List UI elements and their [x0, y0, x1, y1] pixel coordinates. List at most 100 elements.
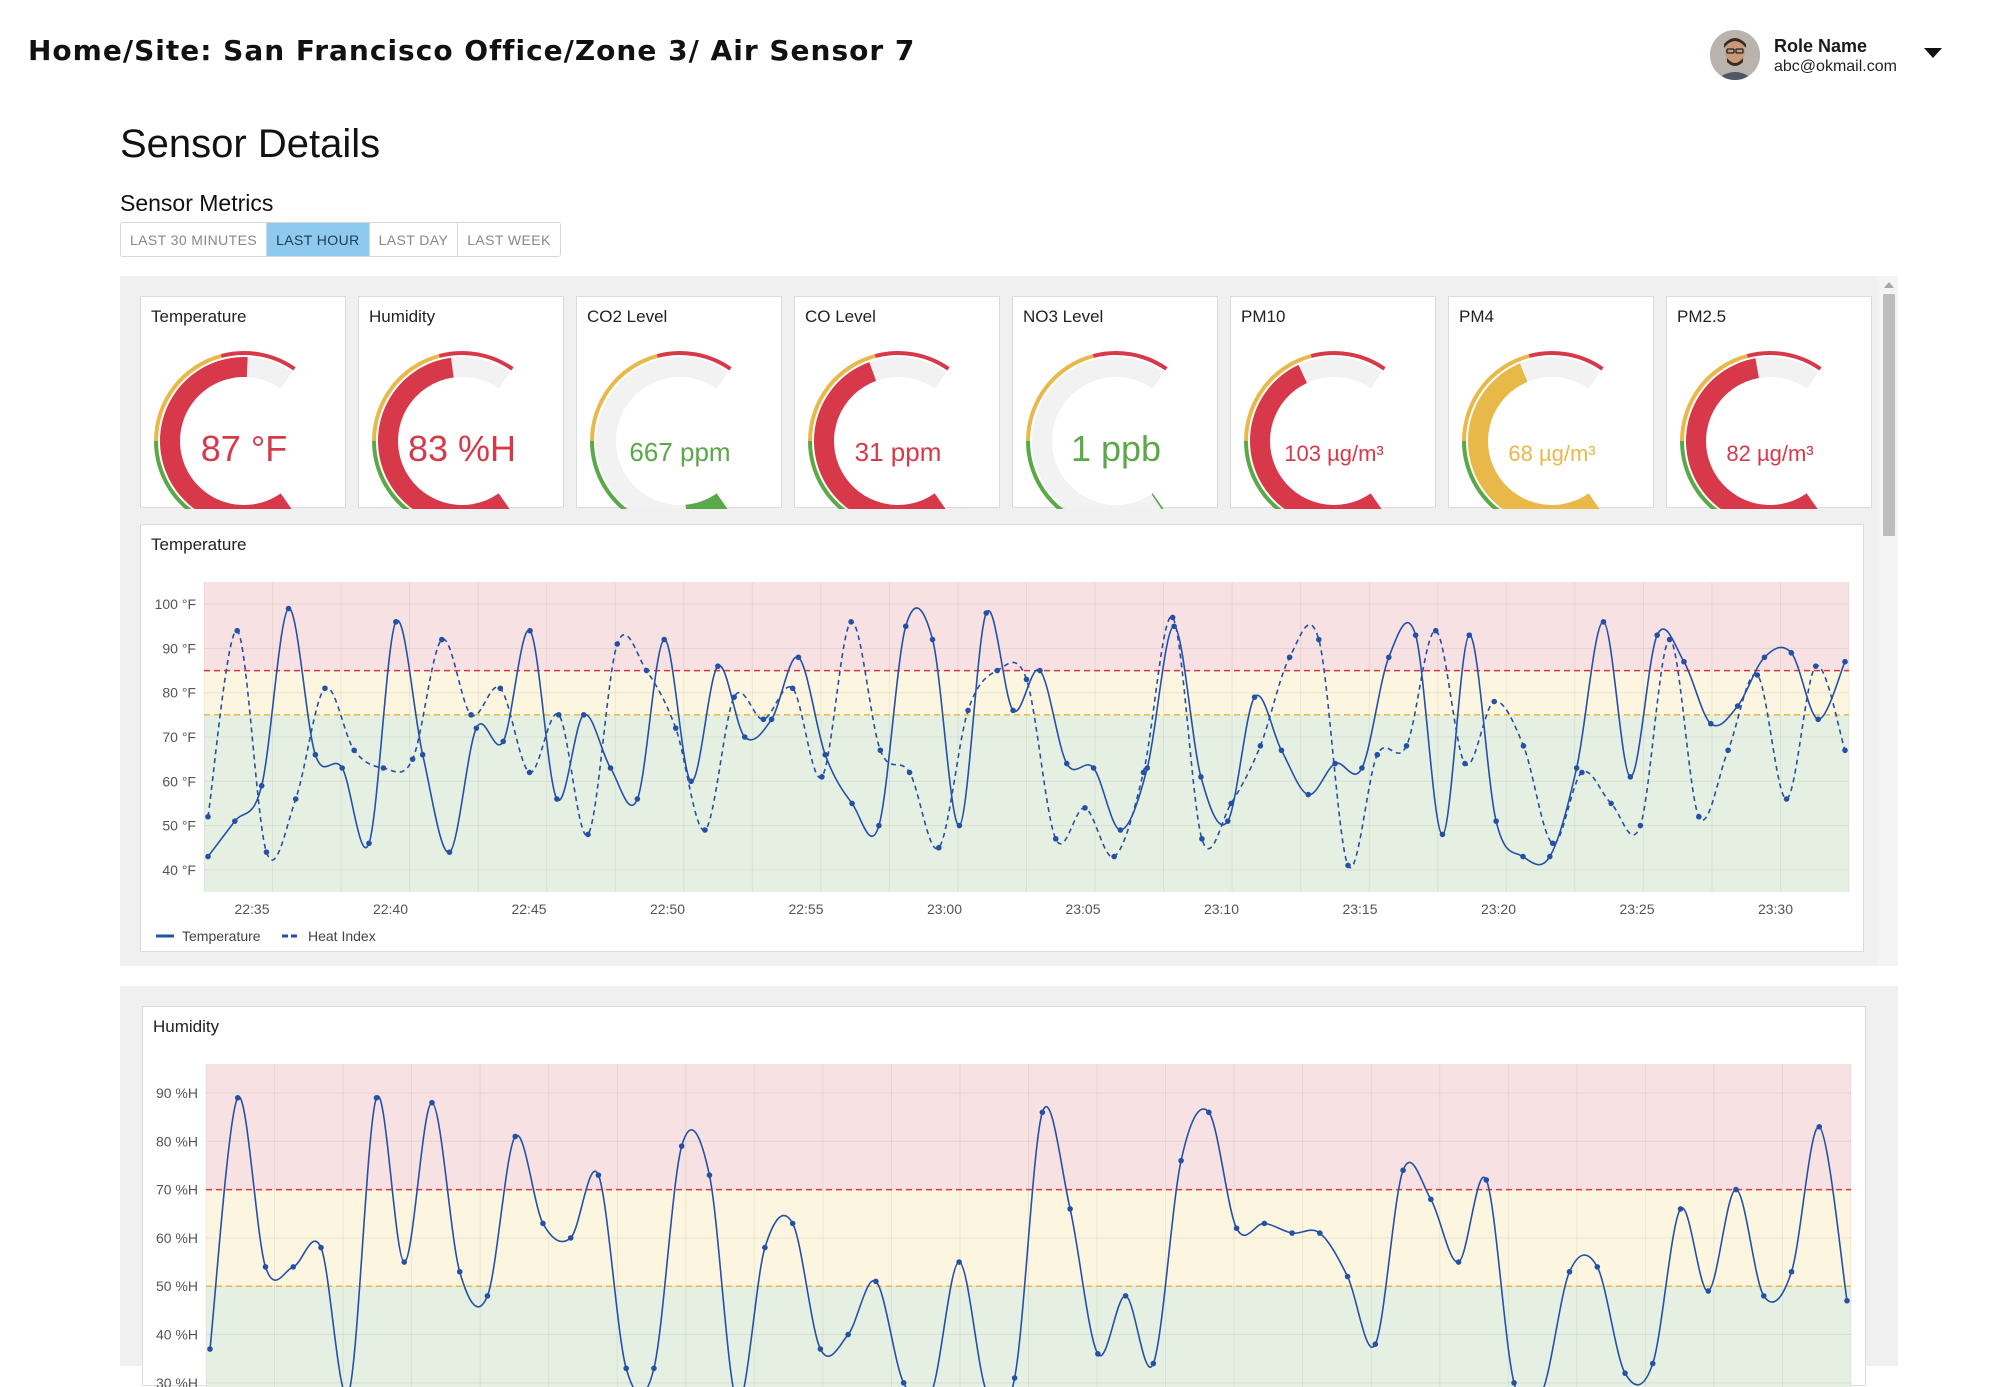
gauge-label: CO2 Level — [587, 307, 668, 326]
data-point — [1228, 800, 1234, 807]
data-point — [929, 636, 936, 643]
y-tick-label: 40 °F — [162, 862, 196, 878]
gauge-card-pm2-5: PM2.5 82 µg/m³ — [1666, 296, 1872, 509]
data-point — [1579, 769, 1585, 776]
data-point — [762, 1244, 768, 1251]
data-point — [1842, 658, 1848, 665]
gauge-band-yellow — [590, 354, 658, 441]
data-point — [1198, 774, 1204, 780]
data-point — [497, 685, 504, 692]
data-point — [994, 667, 1001, 674]
gauge-band-green — [1244, 441, 1282, 509]
gauge-band-yellow — [808, 354, 876, 441]
data-point — [1844, 1297, 1850, 1304]
data-point — [205, 853, 211, 860]
data-point — [500, 738, 506, 745]
data-point — [580, 712, 587, 718]
range-button-last-week[interactable]: LAST WEEK — [458, 223, 560, 256]
data-point — [731, 694, 737, 700]
data-point — [1305, 791, 1312, 798]
gauge-band-green — [1026, 441, 1064, 509]
data-point — [1566, 1268, 1573, 1275]
data-point — [373, 1095, 380, 1101]
gauge-band-red — [438, 351, 514, 371]
gauge-label: Humidity — [369, 307, 436, 326]
data-point — [1023, 676, 1030, 683]
data-point — [1608, 800, 1614, 807]
data-point — [817, 1346, 824, 1352]
avatar[interactable] — [1710, 30, 1760, 80]
range-button-last-hour[interactable]: LAST HOUR — [267, 223, 370, 256]
data-point — [1783, 796, 1790, 802]
data-point — [614, 641, 621, 647]
legend-item-temperature[interactable]: Temperature — [156, 928, 261, 944]
chart-band-red — [206, 1064, 1851, 1190]
data-point — [688, 778, 694, 785]
gauge-value: 87 °F — [201, 428, 287, 469]
data-point — [1788, 650, 1795, 656]
gauge-label: PM4 — [1459, 307, 1494, 326]
data-point — [623, 1365, 629, 1372]
data-point — [1754, 672, 1761, 678]
data-point — [484, 1293, 491, 1299]
data-point — [1432, 627, 1439, 634]
data-point — [1289, 1230, 1295, 1236]
data-point — [1171, 623, 1177, 630]
data-point — [234, 627, 241, 634]
scrollbar-thumb[interactable] — [1883, 294, 1895, 536]
x-tick-label: 22:55 — [788, 901, 823, 917]
user-email: abc@okmail.com — [1774, 58, 1897, 75]
data-point — [634, 796, 641, 802]
x-tick-label: 23:00 — [927, 901, 962, 917]
legend-item-heat-index[interactable]: Heat Index — [282, 928, 376, 944]
data-point — [540, 1220, 546, 1227]
data-point — [795, 654, 802, 661]
user-menu[interactable]: Role Name abc@okmail.com — [1710, 30, 1970, 82]
data-point — [595, 1172, 602, 1178]
data-point — [1011, 1375, 1018, 1381]
gauge-band-yellow — [372, 354, 440, 441]
avatar-person-icon — [1710, 30, 1760, 80]
legend-label: Heat Index — [308, 928, 376, 944]
x-tick-label: 23:10 — [1204, 901, 1239, 917]
gauge-band-yellow — [1462, 354, 1530, 441]
data-point — [1317, 1230, 1323, 1236]
data-point — [1010, 707, 1016, 714]
x-tick-label: 22:50 — [650, 901, 685, 917]
y-tick-label: 90 %H — [156, 1085, 198, 1101]
data-point — [258, 782, 265, 789]
data-point — [1733, 1186, 1739, 1193]
chevron-down-icon[interactable] — [1924, 48, 1942, 58]
gauge-label: NO3 Level — [1023, 307, 1104, 326]
data-point — [1150, 1360, 1157, 1367]
scroll-up-icon[interactable] — [1884, 282, 1894, 288]
y-tick-label: 50 °F — [162, 818, 196, 834]
range-button-last-day[interactable]: LAST DAY — [369, 223, 459, 256]
gauge: 1 ppb — [1026, 351, 1168, 509]
data-point — [1052, 836, 1059, 842]
top-bar: Home/Site: San Francisco Office/Zone 3/ … — [0, 0, 2000, 100]
data-point — [366, 840, 372, 847]
user-name: Role Name — [1774, 36, 1868, 56]
breadcrumb[interactable]: Home/Site: San Francisco Office/Zone 3/ … — [28, 34, 916, 67]
data-point — [877, 747, 884, 754]
data-point — [702, 827, 708, 833]
data-point — [1278, 747, 1285, 754]
data-point — [1708, 720, 1714, 727]
data-point — [1511, 1380, 1517, 1386]
gauge-band-green — [590, 441, 628, 509]
data-point — [651, 1365, 657, 1372]
data-point — [849, 800, 855, 807]
data-point — [1547, 853, 1553, 860]
data-point — [1428, 1196, 1434, 1203]
gauge-band-red — [656, 351, 732, 371]
data-point — [1842, 747, 1848, 754]
data-point — [1374, 751, 1381, 758]
data-point — [1063, 760, 1070, 767]
y-tick-label: 60 %H — [156, 1230, 198, 1246]
range-button-last-30-minutes[interactable]: LAST 30 MINUTES — [121, 223, 268, 256]
data-point — [1359, 765, 1365, 771]
data-point — [906, 769, 913, 776]
data-point — [567, 1235, 574, 1241]
gauge-band-yellow — [1244, 354, 1312, 441]
